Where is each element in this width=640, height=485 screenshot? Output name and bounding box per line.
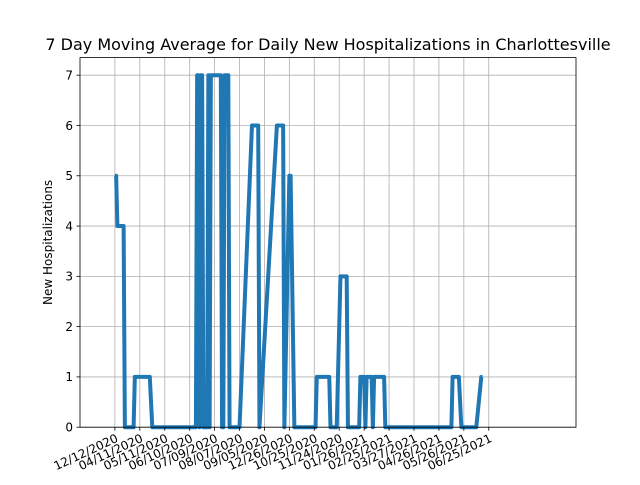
y-tick-label: 2 — [65, 320, 73, 334]
y-tick-label: 5 — [65, 169, 73, 183]
y-tick-label: 6 — [65, 119, 73, 133]
y-tick-label: 4 — [65, 219, 73, 233]
chart-title: 7 Day Moving Average for Daily New Hospi… — [45, 35, 610, 54]
y-tick-label: 7 — [65, 69, 73, 83]
y-tick-label: 1 — [65, 370, 73, 384]
y-tick-label: 3 — [65, 270, 73, 284]
y-axis-label: New Hospitalizations — [41, 180, 55, 305]
y-tick-label: 0 — [65, 421, 73, 435]
